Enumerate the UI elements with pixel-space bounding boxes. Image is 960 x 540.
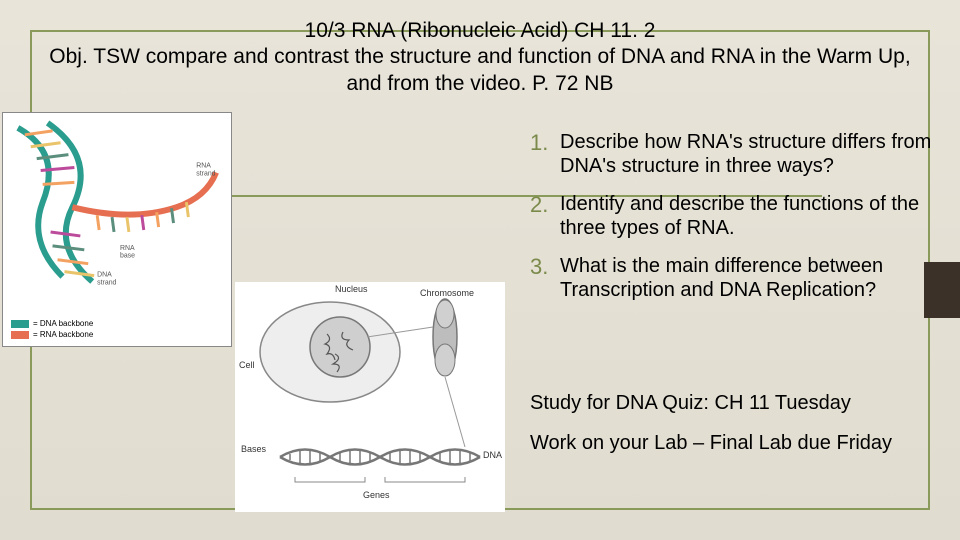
question-text: Identify and describe the functions of t… xyxy=(560,192,940,240)
figure-cell-chromosome: Nucleus Chromosome Cell Bases DNA Genes xyxy=(235,282,505,512)
label-dna-strand: DNA xyxy=(97,272,112,279)
legend-rna: = RNA backbone xyxy=(33,330,93,339)
header-title: 10/3 RNA (Ribonucleic Acid) CH 11. 2 xyxy=(40,18,920,44)
label-rna-strand: RNA xyxy=(196,163,211,170)
label-genes: Genes xyxy=(363,490,390,500)
header-objective: Obj. TSW compare and contrast the struct… xyxy=(40,44,920,97)
svg-text:strand: strand xyxy=(196,170,215,177)
dna-rna-illustration: RNA strand DNA strand RNA base xyxy=(3,113,231,346)
question-item: 1. Describe how RNA's structure differs … xyxy=(530,130,940,178)
notes-block: Study for DNA Quiz: CH 11 Tuesday Work o… xyxy=(530,390,940,470)
label-cell: Cell xyxy=(239,360,255,370)
svg-text:strand: strand xyxy=(97,280,116,287)
figure-dna-rna: RNA strand DNA strand RNA base = DNA bac… xyxy=(2,112,232,347)
label-nucleus: Nucleus xyxy=(335,284,368,294)
cell-illustration xyxy=(235,282,505,512)
label-bases: Bases xyxy=(241,444,266,454)
question-number: 2. xyxy=(530,192,560,240)
figure-legend: = DNA backbone = RNA backbone xyxy=(11,318,93,340)
label-chromosome: Chromosome xyxy=(420,288,474,298)
question-text: Describe how RNA's structure differs fro… xyxy=(560,130,940,178)
question-item: 3. What is the main difference between T… xyxy=(530,254,940,302)
slide-root: 10/3 RNA (Ribonucleic Acid) CH 11. 2 Obj… xyxy=(0,0,960,540)
question-item: 2. Identify and describe the functions o… xyxy=(530,192,940,240)
questions-list: 1. Describe how RNA's structure differs … xyxy=(530,130,940,316)
slide-header: 10/3 RNA (Ribonucleic Acid) CH 11. 2 Obj… xyxy=(40,18,920,97)
question-text: What is the main difference between Tran… xyxy=(560,254,940,302)
note-lab: Work on your Lab – Final Lab due Friday xyxy=(530,430,940,456)
label-dna: DNA xyxy=(483,450,502,460)
svg-text:base: base xyxy=(120,253,135,260)
legend-dna: = DNA backbone xyxy=(33,319,93,328)
note-study: Study for DNA Quiz: CH 11 Tuesday xyxy=(530,390,940,416)
bookmark-tab xyxy=(924,262,960,318)
question-number: 1. xyxy=(530,130,560,178)
label-rna-base: RNA xyxy=(120,245,135,252)
question-number: 3. xyxy=(530,254,560,302)
